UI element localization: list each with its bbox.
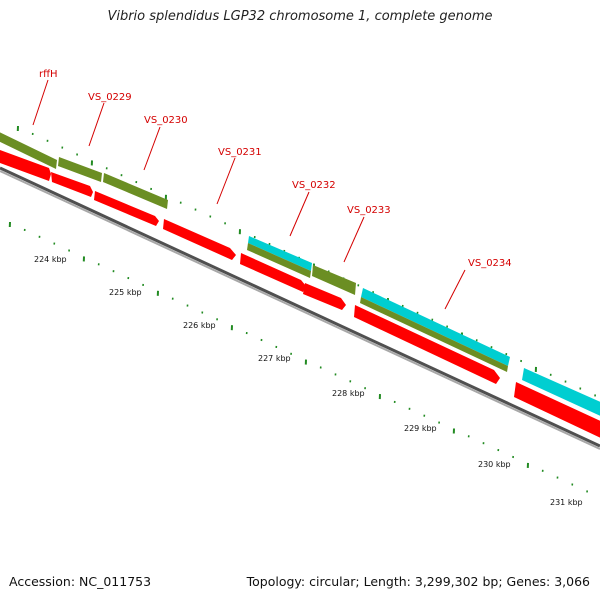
label-leader bbox=[344, 217, 364, 262]
genome-summary-text: Topology: circular; Length: 3,299,302 bp… bbox=[247, 574, 590, 589]
scale-label: 230 kbp bbox=[478, 460, 511, 469]
gene-feature[interactable] bbox=[360, 297, 508, 372]
accession-text: Accession: NC_011753 bbox=[9, 574, 151, 589]
scale-label: 224 kbp bbox=[34, 255, 67, 264]
gene-label: VS_0230 bbox=[144, 115, 188, 126]
label-leader bbox=[445, 270, 465, 309]
genome-backbone bbox=[0, 168, 600, 446]
gene-label: VS_0231 bbox=[218, 147, 262, 158]
label-leader bbox=[144, 127, 160, 170]
gene-label: rffH bbox=[39, 69, 58, 80]
gene-label: VS_0229 bbox=[88, 92, 132, 103]
scale-label: 226 kbp bbox=[183, 321, 216, 330]
gene-label: VS_0232 bbox=[292, 180, 336, 191]
scale-label: 225 kbp bbox=[109, 288, 142, 297]
scale-label: 227 kbp bbox=[258, 354, 291, 363]
gene-label: VS_0233 bbox=[347, 205, 391, 216]
scale-label: 229 kbp bbox=[404, 424, 437, 433]
gene-label: VS_0234 bbox=[468, 258, 512, 269]
label-leader bbox=[290, 192, 309, 236]
cds-feature[interactable] bbox=[163, 219, 236, 260]
label-leader bbox=[89, 103, 104, 146]
label-leader bbox=[33, 80, 48, 125]
label-leader bbox=[217, 158, 235, 204]
scale-label: 231 kbp bbox=[550, 498, 583, 507]
scale-label: 228 kbp bbox=[332, 389, 365, 398]
